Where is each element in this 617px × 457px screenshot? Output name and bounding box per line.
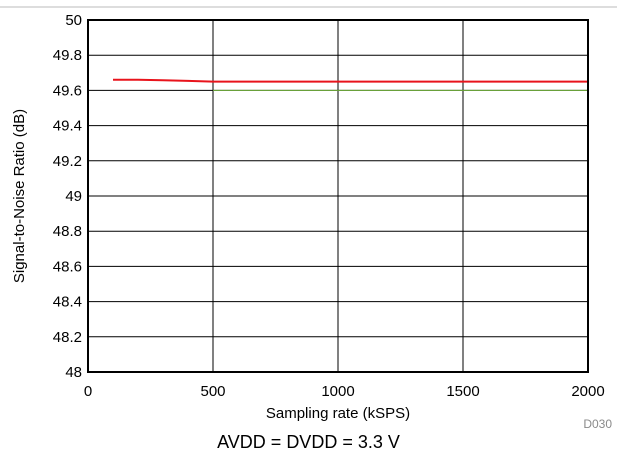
y-tick-label: 50 [65, 12, 82, 29]
plot-frame [87, 19, 589, 373]
series-layer [113, 78, 588, 91]
x-tick-label: 2000 [571, 383, 604, 400]
y-tick-label: 49.8 [53, 47, 82, 64]
y-tick-labels: 48 48.2 48.4 48.6 48.8 49 49.2 49.4 49.6 49.8 50 [53, 12, 82, 381]
y-tick-label: 49.4 [53, 118, 82, 135]
horizontal-gridlines [88, 54, 588, 338]
figure-code: D030 [583, 417, 612, 431]
y-tick-label: 49 [65, 188, 82, 205]
y-tick-label: 49.2 [53, 153, 82, 170]
y-tick-label: 48.6 [53, 258, 82, 275]
x-axis-label: Sampling rate (kSPS) [266, 405, 410, 422]
y-tick-label: 48 [65, 364, 82, 381]
y-tick-label: 48.8 [53, 223, 82, 240]
y-tick-label: 48.4 [53, 294, 82, 311]
condition-caption: AVDD = DVDD = 3.3 V [217, 432, 400, 452]
series-line [113, 78, 588, 83]
y-tick-label: 48.2 [53, 329, 82, 346]
x-tick-labels: 0 500 1000 1500 2000 [84, 383, 605, 400]
x-tick-label: 1000 [321, 383, 354, 400]
y-tick-label: 49.6 [53, 82, 82, 99]
x-tick-label: 1500 [446, 383, 479, 400]
x-tick-label: 500 [200, 383, 225, 400]
y-axis-label: Signal-to-Noise Ratio (dB) [11, 109, 28, 283]
x-tick-label: 0 [84, 383, 92, 400]
